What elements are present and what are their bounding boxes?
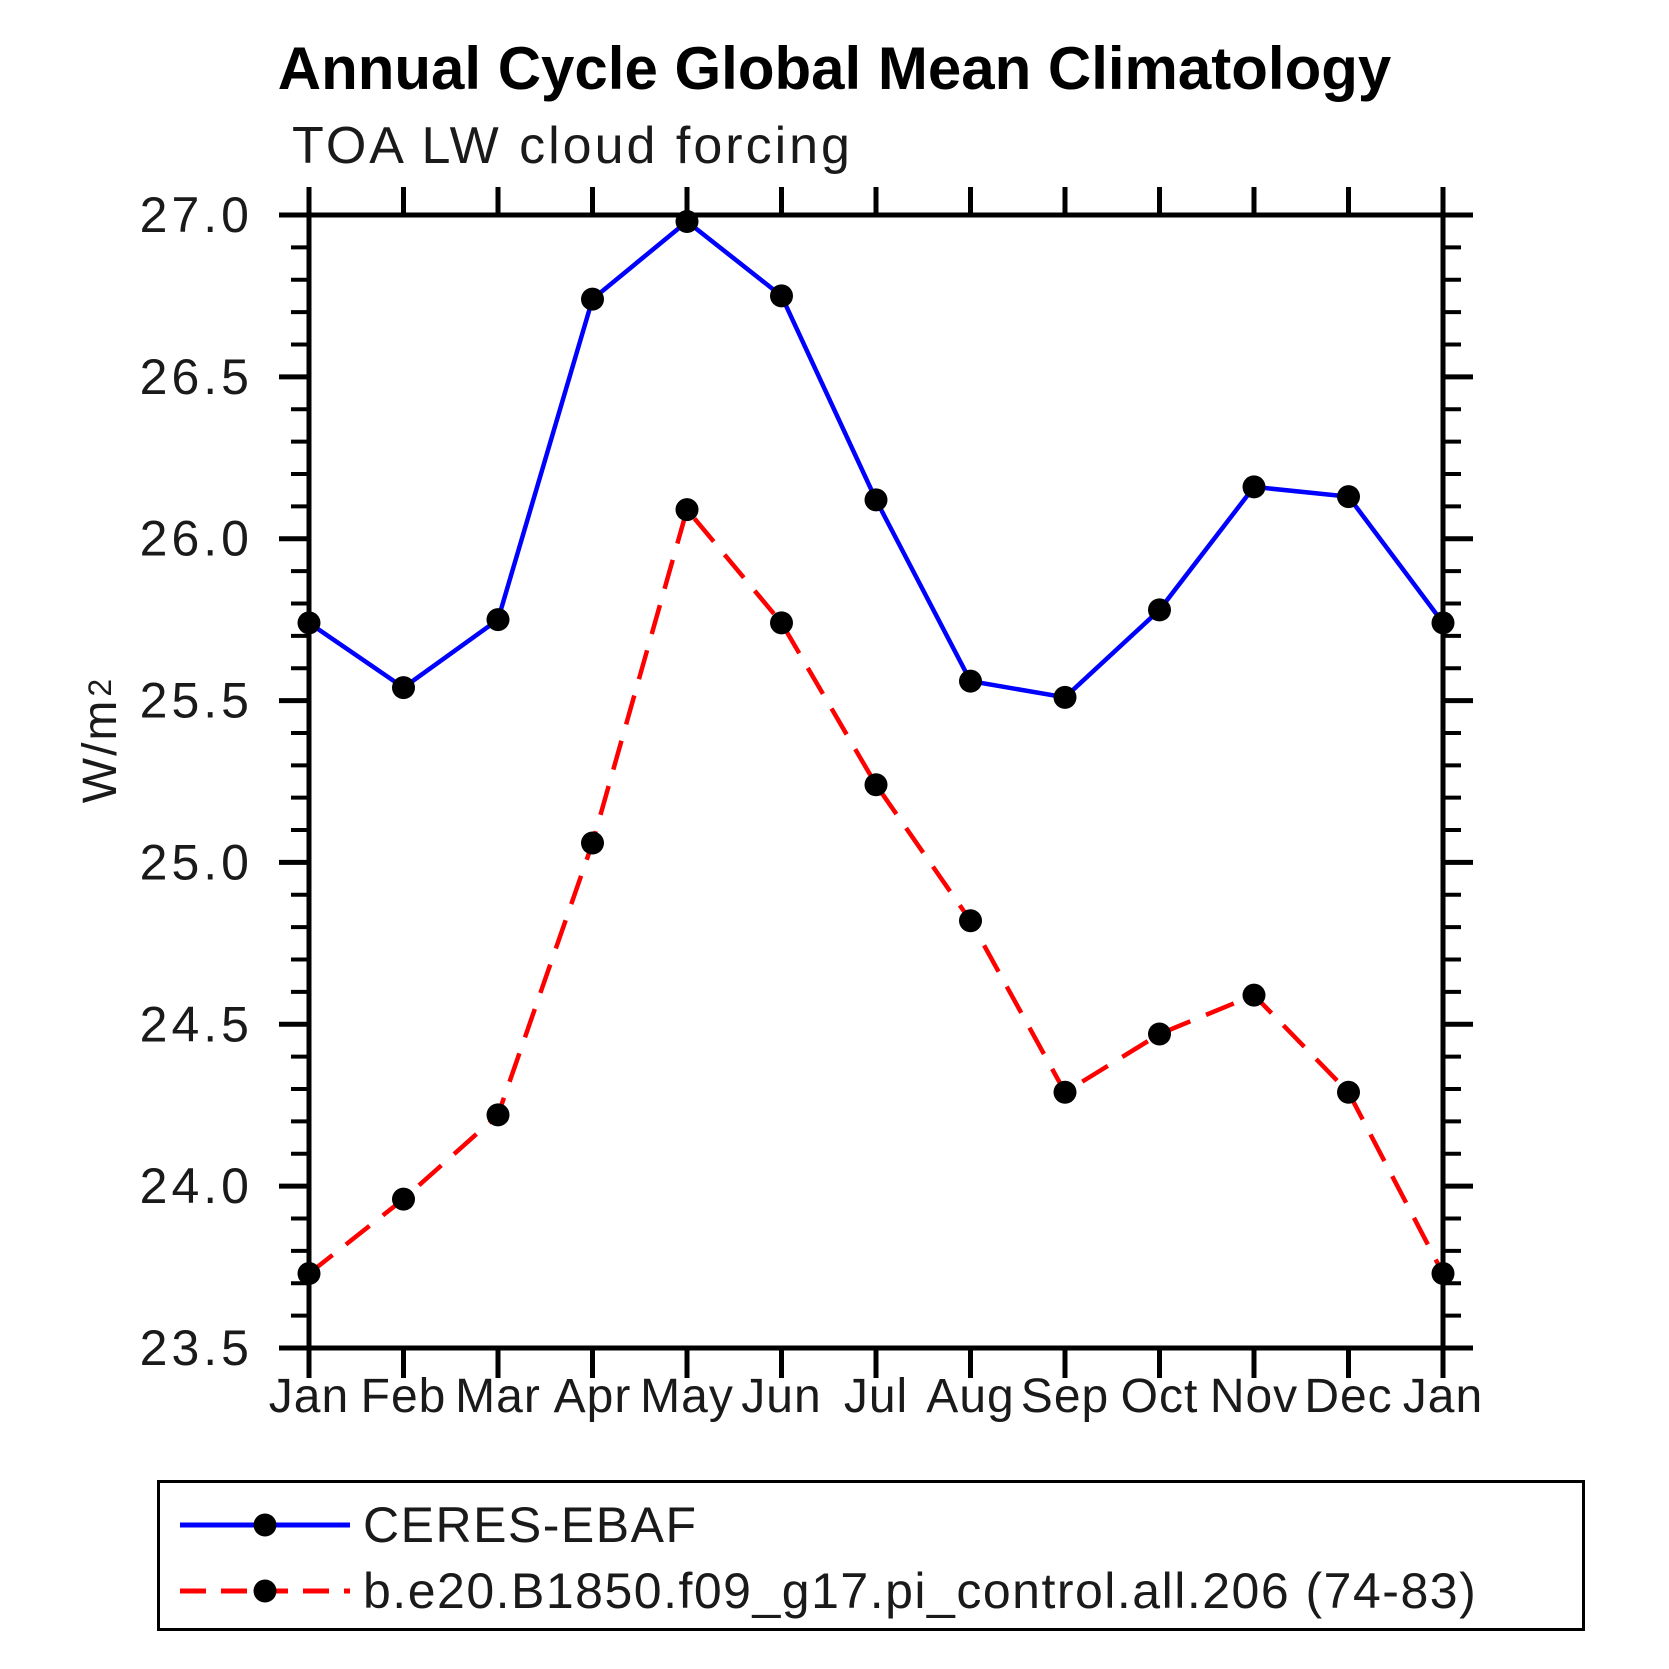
series-line-0 [307, 218, 1445, 700]
data-point-marker [486, 608, 510, 632]
legend-box: CERES-EBAF b.e20.B1850.f09_g17.pi_control… [157, 1480, 1585, 1631]
data-point-marker [1053, 1080, 1077, 1104]
legend-entry-0: CERES-EBAF [172, 1497, 698, 1553]
data-point-marker [1242, 475, 1266, 499]
data-point-marker [1337, 485, 1360, 509]
data-point-marker [1148, 1022, 1171, 1046]
data-point-marker [392, 1187, 415, 1211]
data-point-marker [959, 909, 982, 933]
data-point-marker [581, 831, 604, 855]
x-tick-label: Sep [1021, 1370, 1109, 1423]
y-tick-label: 23.5 [140, 1320, 253, 1376]
y-tick-label: 25.5 [140, 673, 253, 729]
x-tick-label: Feb [361, 1370, 447, 1423]
data-point-marker [297, 1262, 321, 1286]
data-point-marker [770, 284, 793, 308]
data-point-marker [486, 1103, 510, 1127]
data-point-marker [1431, 611, 1455, 635]
chart-subtitle: TOA LW cloud forcing [292, 117, 853, 175]
data-point-marker [1431, 1262, 1455, 1286]
data-point-marker [1242, 983, 1266, 1007]
y-tick-label: 26.5 [140, 349, 253, 405]
data-point-marker [581, 287, 604, 311]
x-tick-label: Jul [844, 1370, 908, 1423]
legend-label-1: b.e20.B1850.f09_g17.pi_control.all.206 (… [363, 1563, 1478, 1619]
legend-label-0: CERES-EBAF [363, 1497, 698, 1553]
data-point-marker [959, 669, 982, 693]
y-tick-label: 25.0 [140, 834, 253, 890]
x-tick-label: May [640, 1370, 734, 1423]
x-tick-label: Nov [1210, 1370, 1298, 1423]
legend-marker [253, 1579, 277, 1603]
data-point-marker [770, 611, 793, 635]
x-tick-label: Apr [554, 1370, 632, 1423]
data-point-marker [864, 488, 888, 512]
data-point-marker [1053, 685, 1077, 709]
chart-title: Annual Cycle Global Mean Climatology [277, 35, 1392, 102]
x-tick-label: Oct [1121, 1370, 1199, 1423]
legend-marker [253, 1513, 277, 1537]
series-line-1 [307, 504, 1445, 1276]
x-tick-label: Dec [1304, 1370, 1392, 1423]
legend-entry-1: b.e20.B1850.f09_g17.pi_control.all.206 (… [172, 1563, 1477, 1619]
y-tick-label: 26.0 [140, 511, 253, 567]
x-tick-label: Jan [269, 1370, 349, 1423]
data-point-marker [1148, 598, 1171, 622]
legend-line-sample-0 [180, 1513, 350, 1537]
data-point-marker [297, 611, 321, 635]
x-tick-label: Jan [1403, 1370, 1483, 1423]
y-tick-label: 24.0 [140, 1158, 253, 1214]
data-point-marker [864, 773, 888, 797]
data-point-marker [675, 498, 699, 522]
y-tick-label: 24.5 [140, 996, 253, 1052]
x-tick-label: Jun [741, 1370, 821, 1423]
y-tick-label: 27.0 [140, 187, 253, 243]
data-point-marker [1337, 1080, 1360, 1104]
legend-line-sample-1 [180, 1579, 350, 1603]
data-point-marker [675, 209, 699, 233]
x-tick-label: Mar [455, 1370, 541, 1423]
data-point-marker [392, 676, 415, 700]
x-tick-label: Aug [926, 1370, 1014, 1423]
